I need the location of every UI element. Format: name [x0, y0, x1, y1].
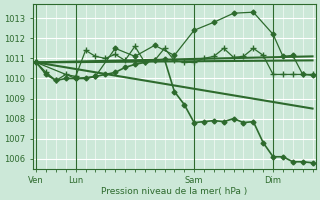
X-axis label: Pression niveau de la mer( hPa ): Pression niveau de la mer( hPa ) — [101, 187, 247, 196]
